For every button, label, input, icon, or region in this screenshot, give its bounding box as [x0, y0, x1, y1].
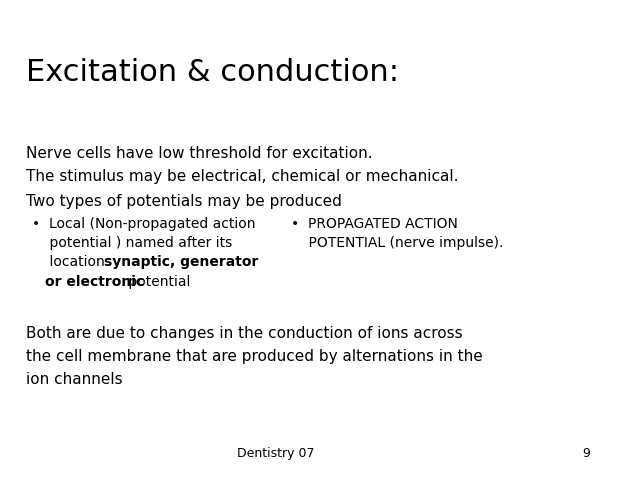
Text: potential ) named after its: potential ) named after its: [32, 236, 232, 250]
Text: Nerve cells have low threshold for excitation.: Nerve cells have low threshold for excit…: [26, 146, 372, 161]
Text: POTENTIAL (nerve impulse).: POTENTIAL (nerve impulse).: [291, 236, 504, 250]
Text: 9: 9: [582, 447, 590, 460]
Text: Both are due to changes in the conduction of ions across: Both are due to changes in the conductio…: [26, 326, 462, 341]
Text: Excitation & conduction:: Excitation & conduction:: [26, 58, 399, 86]
Text: location: location: [32, 255, 109, 269]
Text: •  Local (Non-propagated action: • Local (Non-propagated action: [32, 217, 255, 231]
Text: the cell membrane that are produced by alternations in the: the cell membrane that are produced by a…: [26, 349, 483, 364]
Text: potential: potential: [124, 275, 191, 288]
Text: Dentistry 07: Dentistry 07: [237, 447, 314, 460]
Text: The stimulus may be electrical, chemical or mechanical.: The stimulus may be electrical, chemical…: [26, 169, 458, 184]
Text: •  PROPAGATED ACTION: • PROPAGATED ACTION: [291, 217, 458, 231]
Text: or electronic: or electronic: [45, 275, 145, 288]
Text: ion channels: ion channels: [26, 372, 122, 386]
Text: Two types of potentials may be produced: Two types of potentials may be produced: [26, 194, 342, 209]
Text: synaptic, generator: synaptic, generator: [104, 255, 259, 269]
